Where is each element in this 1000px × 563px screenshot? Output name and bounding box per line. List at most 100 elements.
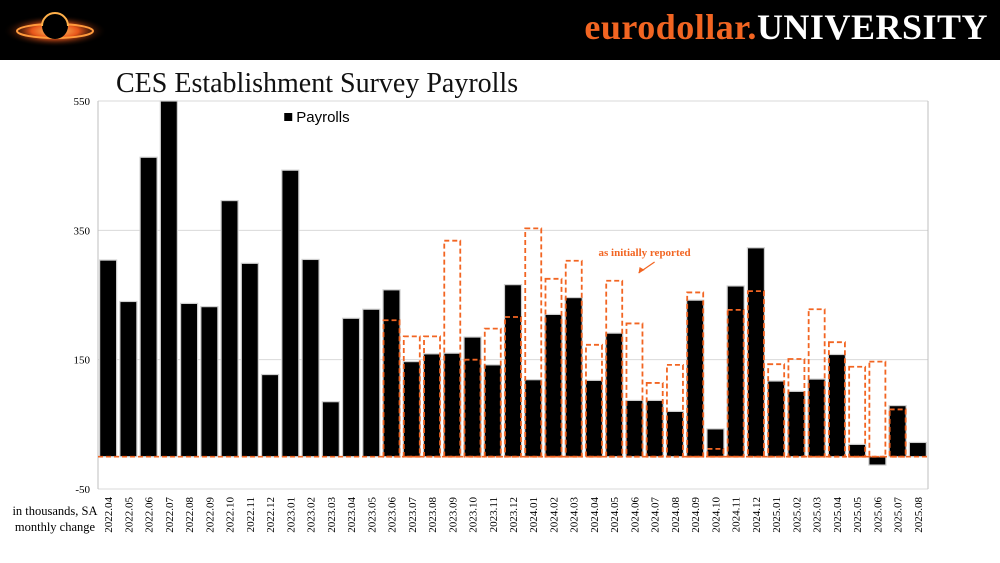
payroll-bar bbox=[179, 302, 199, 458]
initial-report-bar bbox=[423, 335, 441, 458]
payroll-bar bbox=[807, 378, 826, 458]
initial-report-bar bbox=[504, 316, 522, 458]
payroll-bar bbox=[686, 299, 705, 458]
payroll-bar bbox=[220, 199, 239, 458]
x-tick-label: 2023.02 bbox=[306, 497, 318, 533]
initial-report-bar bbox=[524, 227, 543, 458]
initial-report-bar bbox=[483, 327, 502, 458]
payroll-bar bbox=[605, 332, 624, 458]
brand-logo-text: eurodollar.UNIVERSITY bbox=[584, 6, 988, 48]
annotation-label: as initially reported bbox=[599, 247, 691, 259]
x-tick-label: 2023.08 bbox=[427, 497, 439, 533]
initial-report-bar bbox=[666, 363, 684, 458]
x-tick-label: 2025.05 bbox=[852, 497, 864, 533]
initial-report-bar bbox=[686, 291, 705, 458]
x-tick-label: 2023.07 bbox=[407, 497, 419, 533]
payroll-bar bbox=[321, 401, 340, 458]
initial-report-bar bbox=[645, 382, 664, 458]
payroll-bar bbox=[382, 289, 401, 458]
x-tick-label: 2024.08 bbox=[670, 497, 682, 533]
initial-report-bar bbox=[807, 308, 826, 458]
payroll-bar bbox=[119, 300, 138, 458]
x-tick-label: 2023.10 bbox=[468, 497, 480, 533]
x-tick-label: 2023.12 bbox=[508, 497, 520, 533]
x-tick-label: 2024.09 bbox=[690, 497, 702, 533]
payroll-bar bbox=[868, 456, 887, 466]
payroll-bar bbox=[706, 428, 725, 458]
initial-report-bar bbox=[402, 335, 421, 458]
x-tick-label: 2023.05 bbox=[366, 497, 378, 533]
legend-label: Payrolls bbox=[296, 109, 349, 126]
initial-report-bar bbox=[848, 365, 867, 458]
initial-report-bar bbox=[585, 343, 603, 458]
x-tick-label: 2022.04 bbox=[103, 497, 115, 533]
initial-report-bar bbox=[787, 358, 806, 458]
x-tick-label: 2024.01 bbox=[528, 497, 540, 533]
payroll-bar bbox=[463, 336, 482, 458]
payroll-bar bbox=[341, 317, 361, 458]
x-tick-label: 2024.05 bbox=[609, 497, 621, 533]
payroll-bar bbox=[301, 258, 320, 458]
payroll-bar bbox=[483, 364, 502, 458]
payroll-bar bbox=[159, 100, 178, 458]
x-tick-label: 2022.09 bbox=[204, 497, 216, 533]
x-tick-label: 2022.11 bbox=[245, 497, 257, 532]
brand-part1: eurodollar. bbox=[584, 7, 757, 47]
payroll-bar bbox=[443, 352, 462, 458]
y-tick-label: 350 bbox=[74, 225, 91, 237]
initial-report-bar bbox=[463, 358, 482, 458]
x-tick-label: 2024.07 bbox=[650, 497, 662, 533]
initial-report-bar bbox=[544, 277, 563, 458]
y-tick-label: 550 bbox=[74, 96, 91, 108]
initial-report-bar bbox=[605, 279, 624, 458]
payroll-bar bbox=[827, 353, 847, 458]
initial-report-bar bbox=[767, 363, 786, 458]
x-tick-label: 2023.11 bbox=[488, 497, 500, 532]
payroll-bar bbox=[908, 441, 927, 458]
x-tick-label: 2023.06 bbox=[387, 497, 399, 533]
initial-report-bar bbox=[828, 341, 846, 458]
payroll-bar bbox=[422, 353, 442, 458]
payroll-bar bbox=[402, 361, 421, 458]
payroll-bar bbox=[362, 308, 381, 458]
payroll-bar bbox=[645, 399, 664, 458]
x-tick-label: 2024.10 bbox=[710, 497, 722, 533]
payroll-bar bbox=[767, 380, 786, 458]
units-label-line1: in thousands, SA bbox=[12, 504, 98, 518]
x-tick-label: 2025.08 bbox=[913, 497, 925, 533]
payroll-bar bbox=[524, 379, 543, 458]
initial-report-bar bbox=[382, 319, 401, 458]
initial-report-bar bbox=[747, 290, 765, 458]
payroll-bar bbox=[99, 259, 118, 458]
payroll-bar bbox=[584, 379, 604, 458]
initial-report-bar bbox=[868, 360, 887, 458]
payroll-bar bbox=[139, 156, 158, 458]
payroll-bar bbox=[746, 247, 766, 458]
units-label-line2: monthly change bbox=[14, 520, 96, 534]
x-tick-label: 2022.08 bbox=[184, 497, 196, 533]
payroll-bar bbox=[726, 285, 745, 458]
x-tick-label: 2023.03 bbox=[326, 497, 338, 533]
header-bar: eurodollar.UNIVERSITY bbox=[0, 0, 1000, 60]
units-label: in thousands, SA monthly change bbox=[0, 503, 110, 535]
x-tick-label: 2024.03 bbox=[569, 497, 581, 533]
x-tick-label: 2025.07 bbox=[893, 497, 905, 533]
payroll-bar bbox=[665, 410, 685, 458]
y-tick-label: 150 bbox=[74, 355, 91, 367]
x-tick-label: 2025.03 bbox=[812, 497, 824, 533]
x-tick-label: 2022.06 bbox=[144, 497, 156, 533]
chart-title: CES Establishment Survey Payrolls bbox=[116, 68, 519, 99]
payroll-bar bbox=[200, 306, 219, 458]
x-tick-label: 2024.02 bbox=[548, 497, 560, 533]
payroll-bar bbox=[888, 404, 907, 458]
initial-report-bar bbox=[706, 448, 725, 458]
x-tick-label: 2022.10 bbox=[225, 497, 237, 533]
payroll-bar bbox=[281, 169, 300, 458]
payroll-bar bbox=[848, 443, 867, 458]
initial-report-bar bbox=[443, 239, 462, 458]
x-tick-label: 2025.06 bbox=[872, 497, 884, 533]
brand-part2: UNIVERSITY bbox=[756, 7, 988, 47]
payroll-bar bbox=[564, 296, 583, 458]
x-tick-label: 2025.01 bbox=[771, 497, 783, 533]
